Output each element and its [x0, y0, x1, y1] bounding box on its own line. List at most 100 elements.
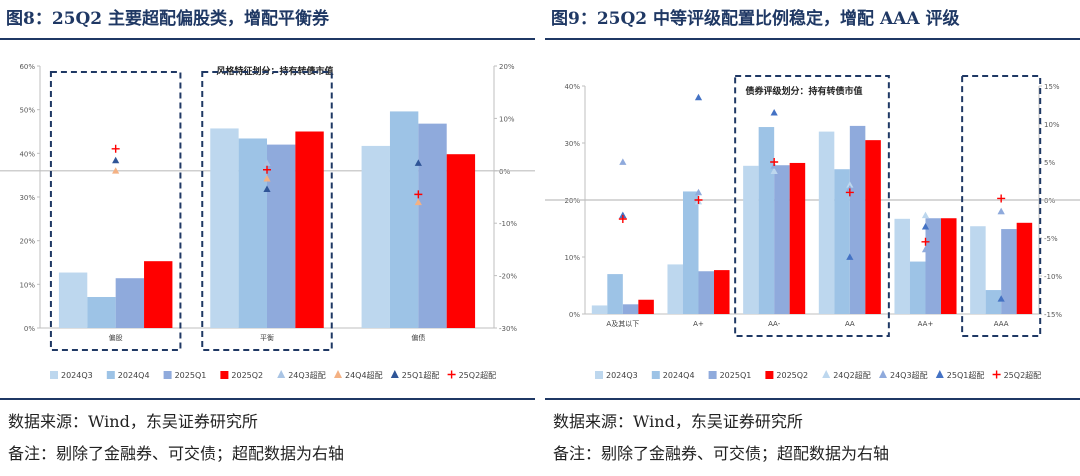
left-legend-label: 24Q3超配	[288, 370, 326, 380]
right-bar-2024Q4	[985, 290, 1002, 314]
left-marker-25Q2超配	[414, 190, 423, 199]
left-ytick-label: 10%	[19, 281, 35, 289]
left-marker-25Q1超配	[263, 185, 271, 193]
right-bar-2024Q3	[591, 305, 608, 314]
right-bar-2024Q4	[909, 261, 926, 314]
right-bar-2025Q2	[1016, 222, 1033, 314]
right-legend-label: 2024Q4	[663, 371, 695, 380]
right-marker-25Q1超配	[770, 109, 778, 116]
right-bar-2024Q4	[834, 169, 850, 314]
right-legend-swatch	[822, 370, 831, 378]
right-legend-label: 24Q2超配	[833, 370, 871, 380]
right-bar-2024Q3	[667, 264, 683, 314]
right-y2tick-label: -10%	[1044, 273, 1062, 281]
left-ytick-label: 0%	[24, 325, 35, 333]
right-y2tick-label: 5%	[1044, 159, 1055, 167]
left-bar-2024Q4	[87, 296, 116, 328]
right-marker-25Q1超配	[619, 211, 627, 219]
left-y2tick-label: -30%	[499, 325, 517, 333]
right-marker-25Q2超配	[618, 215, 627, 223]
right-marker-25Q2超配	[694, 196, 703, 204]
right-bar-2024Q3	[818, 131, 835, 314]
right-marker-25Q2超配	[997, 194, 1006, 203]
right-legend-swatch	[992, 370, 1001, 379]
left-chart-panel: 图8：25Q2 主要超配偏股类，增配平衡券 0% 10% 20% 30% 40% 50% 6…	[0, 0, 535, 476]
left-legend-label: 2024Q3	[61, 371, 93, 380]
right-marker-24Q3超配	[694, 188, 703, 196]
left-remark-note: 备注：剔除了金融券、可交债；超配数据为右轴	[8, 444, 345, 463]
right-legend-swatch	[595, 371, 603, 379]
right-bar-2025Q1	[698, 271, 715, 314]
left-legend-swatch	[447, 370, 456, 379]
left-legend-swatch	[163, 371, 172, 379]
left-ytick-label: 30%	[19, 194, 35, 202]
left-y2tick-label: 10%	[499, 115, 515, 123]
left-ytick-label: 40%	[19, 150, 35, 158]
left-y2tick-label: -20%	[499, 273, 517, 281]
right-source-rule	[545, 398, 1080, 400]
right-legend-label: 25Q1超配	[947, 370, 985, 380]
left-bar-2024Q3	[58, 272, 88, 328]
left-marker-24Q3超配	[263, 159, 271, 166]
left-ytick-label: 50%	[19, 107, 35, 115]
left-legend-swatch	[390, 370, 399, 378]
left-bar-2025Q1	[418, 123, 447, 328]
right-legend-label: 2025Q1	[720, 371, 752, 380]
right-marker-25Q1超配	[997, 295, 1005, 302]
left-marker-24Q4超配	[112, 167, 120, 174]
left-legend-label: 2024Q4	[118, 371, 150, 380]
left-bar-2025Q2	[144, 261, 173, 328]
right-marker-24Q2超配	[921, 211, 930, 219]
left-bar-2024Q4	[389, 111, 419, 328]
left-legend-label: 24Q4超配	[345, 370, 383, 380]
right-bar-2025Q1	[774, 165, 790, 314]
right-legend-swatch	[708, 371, 717, 379]
right-marker-25Q2超配	[921, 237, 930, 246]
right-bar-2024Q4	[607, 274, 623, 314]
right-ytick-label: 30%	[564, 140, 580, 148]
right-bar-2025Q2	[865, 140, 881, 314]
right-marker-24Q2超配	[846, 181, 854, 188]
right-category-label: AA	[845, 320, 855, 328]
right-category-label: AA+	[918, 320, 934, 328]
right-marker-25Q1超配	[921, 223, 930, 230]
right-bar-2025Q1	[849, 125, 866, 315]
right-category-label: A及其以下	[606, 320, 639, 328]
right-marker-24Q3超配	[846, 185, 854, 192]
right-legend-swatch	[765, 371, 774, 379]
right-legend-label: 2025Q2	[776, 371, 808, 380]
right-highlight-box	[734, 75, 890, 337]
right-remark-note: 备注：剔除了金融券、可交债；超配数据为右轴	[553, 444, 890, 463]
left-figure-title: 图8：25Q2 主要超配偏股类，增配平衡券	[6, 9, 330, 29]
left-y2tick-label: -10%	[499, 220, 517, 228]
right-marker-24Q3超配	[997, 207, 1005, 215]
right-title-rule	[545, 38, 1080, 40]
left-legend-label: 25Q1超配	[402, 370, 440, 380]
left-y2tick-label: 0%	[499, 168, 510, 176]
right-legend-label: 2024Q3	[606, 371, 638, 380]
left-marker-24Q4超配	[263, 175, 271, 182]
left-bar-2024Q4	[238, 138, 267, 328]
right-bar-2024Q3	[894, 218, 910, 314]
right-chart-panel: 图9：25Q2 中等评级配置比例稳定，增配 AAA 评级 0% 10% 20% 30%…	[545, 0, 1080, 476]
left-title-rule	[0, 38, 535, 40]
right-legend-label: 24Q3超配	[890, 370, 928, 380]
left-category-label: 偏股	[109, 333, 123, 342]
right-y2tick-label: 15%	[1044, 83, 1060, 91]
right-marker-25Q1超配	[846, 253, 854, 260]
left-legend-swatch	[50, 371, 58, 379]
left-highlight-box	[201, 71, 333, 351]
right-y2tick-label: 0%	[1044, 197, 1055, 205]
right-ytick-label: 20%	[564, 197, 580, 205]
right-ytick-label: 0%	[569, 311, 580, 319]
left-bar-2025Q1	[267, 144, 296, 328]
right-ytick-label: 40%	[564, 83, 580, 91]
right-bar-2024Q4	[682, 191, 699, 314]
left-legend-swatch	[277, 370, 286, 378]
right-marker-24Q3超配	[619, 158, 627, 165]
right-marker-25Q1超配	[694, 93, 703, 101]
left-legend-swatch	[334, 370, 342, 378]
right-bar-2025Q2	[941, 218, 957, 314]
left-category-label: 平衡	[260, 333, 274, 342]
right-bar-2025Q2	[714, 270, 730, 314]
